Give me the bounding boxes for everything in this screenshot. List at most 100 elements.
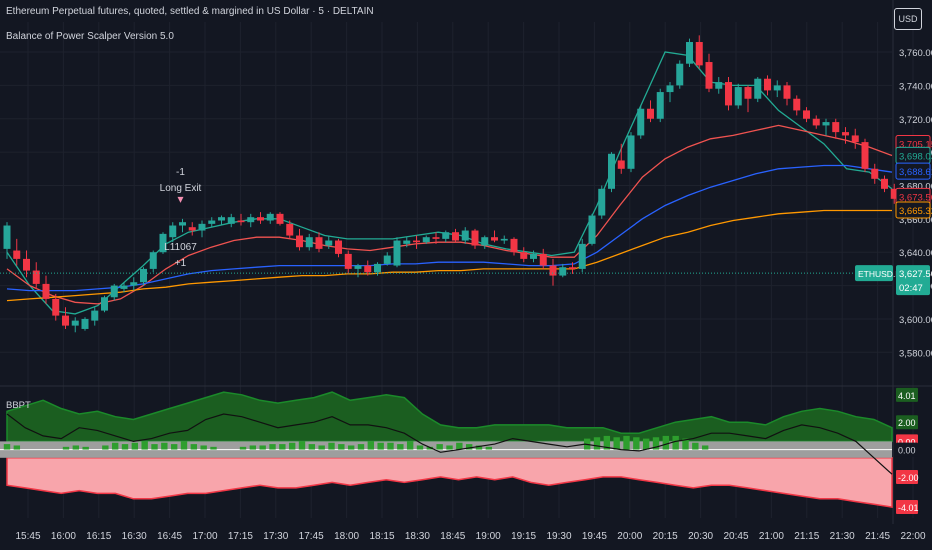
osc-histogram-bar — [475, 445, 483, 450]
candle-body — [822, 122, 830, 126]
candle-body — [101, 297, 108, 311]
candle-body — [890, 188, 898, 199]
candle-body — [432, 237, 440, 239]
candle-body — [617, 160, 625, 169]
time-tick-label: 20:30 — [688, 531, 713, 542]
osc-histogram-bar — [456, 442, 463, 450]
candle-body — [559, 267, 567, 276]
candle-body — [32, 270, 40, 284]
osc-green-area — [6, 391, 893, 443]
time-tick-label: 19:30 — [546, 531, 571, 542]
time-tick-label: 15:45 — [15, 531, 40, 542]
candle-body — [364, 265, 372, 273]
candle-body — [578, 243, 586, 269]
series-line-ema_slow — [6, 164, 893, 292]
candle-body — [442, 232, 450, 239]
candle-body — [666, 85, 674, 93]
candle-body — [218, 217, 225, 221]
candle-body — [383, 255, 391, 264]
osc-histogram-bar — [131, 442, 139, 450]
candle-body — [42, 283, 50, 299]
currency-button[interactable]: USD — [894, 8, 922, 30]
candle-body — [832, 122, 840, 133]
osc-histogram-bar — [141, 441, 148, 450]
osc-axis-label: -4.01 — [898, 503, 919, 513]
price-tick-label: 3,760.00 — [899, 48, 932, 59]
candle-body — [315, 237, 323, 249]
time-tick-label: 20:45 — [723, 531, 748, 542]
candle-body — [812, 118, 820, 126]
series-line-ema_mid — [6, 124, 893, 305]
candle-body — [783, 85, 791, 99]
osc-histogram-bar — [465, 444, 473, 450]
price-label-text: 3,698.03 — [899, 151, 932, 162]
time-tick-label: 17:15 — [228, 531, 253, 542]
candle-body — [91, 310, 99, 321]
candle-body — [705, 62, 713, 89]
price-label: 3,673.50 — [895, 187, 932, 205]
osc-histogram-bar — [269, 444, 276, 450]
candle-body — [52, 298, 60, 316]
osc-histogram-bar — [180, 441, 188, 450]
indicator-title: Balance of Power Scalper Version 5.0 — [6, 31, 174, 42]
osc-histogram-bar — [436, 444, 443, 450]
candle-body — [715, 82, 723, 89]
osc-histogram-bar — [151, 444, 158, 450]
candle-body — [169, 225, 177, 238]
osc-histogram-bar — [328, 442, 335, 450]
osc-histogram-bar — [377, 442, 384, 450]
osc-histogram-bar — [338, 444, 345, 450]
time-tick-label: 21:45 — [865, 531, 890, 542]
time-tick-label: 18:30 — [405, 531, 430, 542]
osc-histogram-bar — [170, 444, 178, 450]
signal-arrow-down — [177, 196, 184, 203]
time-axis: 15:45 16:00 16:15 16:30 16:45 17:00 17:15 17:30… — [15, 531, 925, 542]
price-label: 3,665.32 — [895, 201, 932, 219]
osc-histogram-bar — [62, 446, 70, 450]
symbol-label-text: ETHUSD.P — [858, 269, 901, 279]
time-tick-label: 21:00 — [759, 531, 784, 542]
candle-body — [734, 87, 742, 106]
candle-body — [247, 217, 255, 223]
osc-histogram-bar — [200, 445, 207, 450]
osc-red-area — [6, 457, 893, 508]
candle-body — [861, 142, 869, 169]
candle-body — [296, 235, 303, 248]
candle-body — [354, 265, 362, 269]
time-tick-label: 22:00 — [900, 531, 925, 542]
candle-body — [208, 220, 216, 224]
candle-body — [481, 237, 489, 246]
osc-histogram-bar — [406, 441, 414, 450]
osc-axis-label: 0.00 — [898, 437, 916, 447]
candle-body — [598, 188, 606, 216]
oscillator-pane: BBPT 4.01 2.00 0.000.00 -2.00 -4.01 — [0, 387, 919, 515]
last-price-text: 3,627.50 — [899, 269, 932, 280]
osc-histogram-bar — [416, 445, 424, 450]
candle-body — [510, 238, 518, 253]
candle-body — [413, 240, 420, 243]
time-tick-label: 18:15 — [369, 531, 394, 542]
osc-histogram-bar — [190, 444, 198, 450]
candle-body — [461, 230, 469, 241]
time-tick-label: 16:30 — [122, 531, 147, 542]
osc-histogram-bar — [298, 441, 306, 450]
osc-histogram-bar — [652, 437, 660, 450]
candle-body — [793, 98, 801, 111]
candle-body — [452, 232, 459, 241]
signal-label-exit: -1 — [176, 167, 185, 178]
price-label-box — [895, 162, 931, 180]
osc-histogram-bar — [259, 445, 266, 450]
price-label-text: 3,705.15 — [899, 140, 932, 151]
time-tick-label: 18:00 — [334, 531, 359, 542]
candle-body — [286, 223, 294, 236]
candle-body — [676, 63, 684, 86]
osc-histogram-bar — [367, 441, 375, 450]
price-tick-label: 3,640.00 — [899, 248, 932, 259]
osc-histogram-bar — [210, 446, 217, 450]
osc-histogram-bar — [397, 444, 404, 450]
osc-axis-label: 0.00 — [898, 446, 916, 456]
chart-title: Ethereum Perpetual futures, quoted, sett… — [6, 6, 374, 17]
price-label: 3,688.61 — [895, 162, 932, 180]
osc-histogram-bar — [318, 445, 325, 450]
